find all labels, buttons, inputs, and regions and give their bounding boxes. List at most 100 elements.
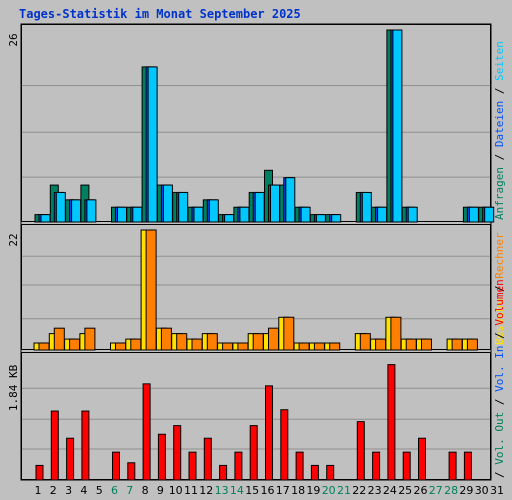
bar-rechner-day-18 bbox=[298, 342, 310, 351]
legend-entry: Dateien bbox=[493, 101, 506, 147]
bar-rechner-day-3 bbox=[69, 338, 81, 351]
bar-volumen-day-14 bbox=[234, 451, 243, 481]
panel-top-border bbox=[21, 24, 491, 222]
bar-rechner-day-2 bbox=[53, 327, 65, 351]
legend-entry: / bbox=[493, 465, 506, 478]
x-tick-label: 12 bbox=[199, 484, 213, 497]
bar-volumen-day-13 bbox=[219, 464, 228, 481]
bar-volumen-day-23 bbox=[372, 451, 381, 481]
bar-rechner-day-16 bbox=[268, 327, 279, 351]
legend-entry: Seiten bbox=[493, 41, 506, 81]
bar-volumen-day-7 bbox=[127, 462, 136, 481]
x-tick-label: 19 bbox=[306, 484, 320, 497]
x-tick-label: 24 bbox=[383, 484, 397, 497]
bar-seiten-day-12 bbox=[208, 199, 219, 223]
y-max-label: 22 bbox=[7, 233, 20, 246]
bar-seiten-day-8 bbox=[147, 66, 158, 223]
bar-volumen-day-17 bbox=[280, 409, 289, 481]
x-tick-label: 20 bbox=[322, 484, 336, 497]
bar-volumen-day-2 bbox=[50, 410, 59, 481]
bar-rechner-day-26 bbox=[421, 338, 432, 351]
bar-rechner-day-7 bbox=[130, 338, 142, 351]
bar-rechner-day-12 bbox=[206, 333, 218, 351]
bar-volumen-day-4 bbox=[81, 410, 90, 481]
legend-entry: Vol. In bbox=[493, 346, 506, 392]
bar-seiten-day-24 bbox=[392, 29, 403, 223]
bar-rechner-day-11 bbox=[191, 338, 203, 351]
legend-entry: / bbox=[493, 392, 506, 412]
bar-volumen-day-26 bbox=[418, 437, 426, 481]
bar-rechner-day-15 bbox=[252, 333, 264, 351]
bar-rechner-day-8 bbox=[145, 229, 157, 351]
legend-entry: Volumen bbox=[493, 279, 506, 325]
bar-volumen-day-8 bbox=[142, 383, 151, 481]
bar-rechner-day-23 bbox=[375, 338, 387, 351]
bar-volumen-day-20 bbox=[326, 464, 335, 481]
bar-seiten-day-30 bbox=[484, 206, 495, 223]
bar-volumen-day-16 bbox=[265, 385, 273, 481]
bar-volumen-day-24 bbox=[387, 364, 396, 481]
bar-rechner-day-1 bbox=[38, 342, 50, 351]
bar-seiten-day-7 bbox=[132, 206, 143, 223]
x-tick-label: 13 bbox=[215, 484, 229, 497]
bar-seiten-day-1 bbox=[40, 214, 51, 223]
x-tick-label: 18 bbox=[291, 484, 305, 497]
bar-seiten-day-29 bbox=[468, 206, 479, 223]
bar-volumen-day-25 bbox=[402, 451, 411, 481]
x-tick-label: 9 bbox=[157, 484, 164, 497]
x-tick-label: 10 bbox=[169, 484, 183, 497]
bar-seiten-day-19 bbox=[315, 214, 326, 223]
x-tick-label: 23 bbox=[368, 484, 382, 497]
bar-seiten-day-23 bbox=[377, 206, 388, 223]
bar-volumen-day-9 bbox=[157, 433, 166, 481]
x-tick-label: 5 bbox=[96, 484, 103, 497]
x-tick-label: 31 bbox=[490, 484, 504, 497]
bar-seiten-day-13 bbox=[224, 214, 235, 223]
x-tick-label: 16 bbox=[261, 484, 275, 497]
legend-entry: Besuche bbox=[493, 299, 506, 345]
bar-volumen-day-19 bbox=[310, 464, 319, 481]
bar-rechner-day-22 bbox=[359, 333, 371, 351]
x-tick-label: 29 bbox=[459, 484, 473, 497]
legend-entry: Vol. Out bbox=[493, 412, 506, 465]
bar-rechner-day-13 bbox=[222, 342, 234, 351]
x-tick-label: 11 bbox=[184, 484, 198, 497]
bar-rechner-day-28 bbox=[451, 338, 463, 351]
x-tick-label: 22 bbox=[352, 484, 366, 497]
bar-rechner-day-4 bbox=[84, 327, 96, 351]
x-tick-label: 14 bbox=[230, 484, 244, 497]
x-tick-label: 4 bbox=[80, 484, 87, 497]
bar-volumen-day-1 bbox=[35, 464, 44, 481]
x-tick-label: 17 bbox=[276, 484, 290, 497]
bar-rechner-day-6 bbox=[115, 342, 126, 351]
panel-middle: 22 bbox=[7, 224, 491, 351]
bar-seiten-day-14 bbox=[239, 206, 250, 223]
x-tick-label: 27 bbox=[429, 484, 443, 497]
y-max-label: 1.84 KB bbox=[7, 364, 20, 411]
x-tick-label: 7 bbox=[126, 484, 133, 497]
bar-seiten-day-2 bbox=[55, 191, 66, 223]
x-tick-label: 6 bbox=[111, 484, 118, 497]
bar-rechner-day-17 bbox=[283, 316, 295, 351]
bar-seiten-day-15 bbox=[254, 191, 265, 223]
legend-entry: Anfragen bbox=[493, 167, 506, 220]
x-tick-label: 21 bbox=[337, 484, 351, 497]
bar-rechner-day-29 bbox=[466, 338, 478, 351]
bar-volumen-day-29 bbox=[463, 451, 472, 481]
panel-bottom: 1.84 KB bbox=[7, 352, 491, 481]
bar-seiten-day-22 bbox=[361, 191, 372, 223]
x-tick-label: 30 bbox=[475, 484, 489, 497]
bar-seiten-day-3 bbox=[71, 199, 82, 223]
legend-bottom: / Vol. Out / Vol. In / Volumen bbox=[493, 279, 506, 478]
bar-volumen-day-12 bbox=[203, 437, 212, 481]
bar-volumen-day-3 bbox=[66, 437, 75, 481]
legend-entry: / bbox=[493, 326, 506, 346]
bar-seiten-day-11 bbox=[193, 206, 204, 223]
bar-volumen-day-28 bbox=[448, 451, 457, 481]
bar-volumen-day-15 bbox=[249, 425, 258, 481]
bar-volumen-day-6 bbox=[112, 451, 120, 481]
bar-volumen-day-22 bbox=[356, 421, 365, 481]
bar-seiten-day-10 bbox=[178, 191, 189, 223]
legend-entry: / bbox=[493, 147, 506, 167]
page-title: Tages-Statistik im Monat September 2025 bbox=[19, 7, 301, 21]
